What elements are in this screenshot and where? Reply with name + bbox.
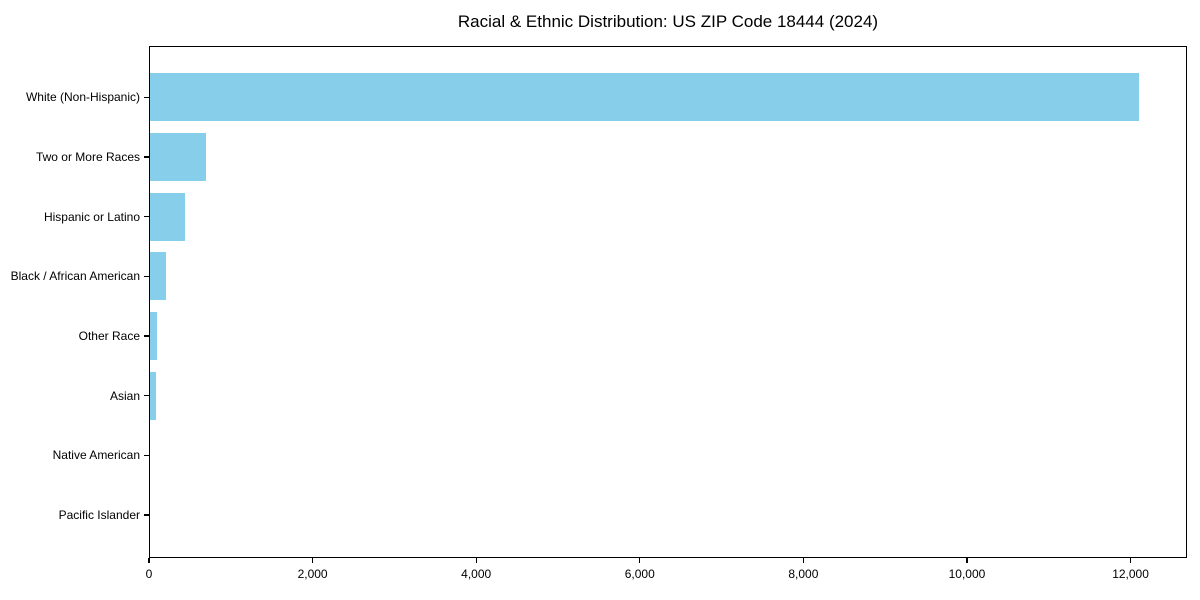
y-tick-mark-2 xyxy=(144,216,149,218)
bar-4 xyxy=(150,312,157,361)
x-tick-label-4: 8,000 xyxy=(788,567,819,581)
chart-title: Racial & Ethnic Distribution: US ZIP Cod… xyxy=(457,12,879,31)
bar-1 xyxy=(150,133,206,182)
y-tick-label-4: Other Race xyxy=(78,329,140,344)
bar-2 xyxy=(150,192,185,241)
y-tick-mark-1 xyxy=(144,156,149,158)
y-tick-mark-5 xyxy=(144,395,149,397)
x-tick-label-6: 12,000 xyxy=(1112,567,1149,581)
y-tick-label-1: Two or More Races xyxy=(35,150,140,165)
bar-0 xyxy=(150,73,1139,122)
y-tick-label-5: Asian xyxy=(109,388,140,403)
y-tick-mark-6 xyxy=(144,454,149,456)
x-tick-mark-6 xyxy=(1129,558,1132,563)
y-tick-label-2: Hispanic or Latino xyxy=(43,209,140,224)
x-tick-label-1: 2,000 xyxy=(297,567,328,581)
x-tick-label-3: 6,000 xyxy=(624,567,655,581)
y-tick-mark-3 xyxy=(144,275,149,277)
bar-3 xyxy=(150,252,167,301)
x-tick-mark-4 xyxy=(802,558,804,563)
y-tick-mark-7 xyxy=(144,514,149,516)
y-tick-mark-4 xyxy=(144,335,149,337)
plot-area xyxy=(149,46,1187,558)
y-tick-label-7: Pacific Islander xyxy=(58,508,140,523)
x-tick-label-5: 10,000 xyxy=(948,567,986,581)
y-tick-label-0: White (Non-Hispanic) xyxy=(25,90,140,105)
x-tick-mark-2 xyxy=(475,558,477,563)
x-tick-label-2: 4,000 xyxy=(461,567,492,581)
x-tick-mark-1 xyxy=(311,558,314,563)
x-tick-mark-0 xyxy=(148,558,150,563)
y-tick-label-3: Black / African American xyxy=(10,269,140,284)
y-tick-mark-0 xyxy=(144,96,149,98)
x-tick-mark-5 xyxy=(966,558,968,563)
x-tick-label-0: 0 xyxy=(145,567,153,581)
y-tick-label-6: Native American xyxy=(52,448,140,463)
bar-5 xyxy=(150,371,157,420)
x-tick-mark-3 xyxy=(639,558,641,563)
